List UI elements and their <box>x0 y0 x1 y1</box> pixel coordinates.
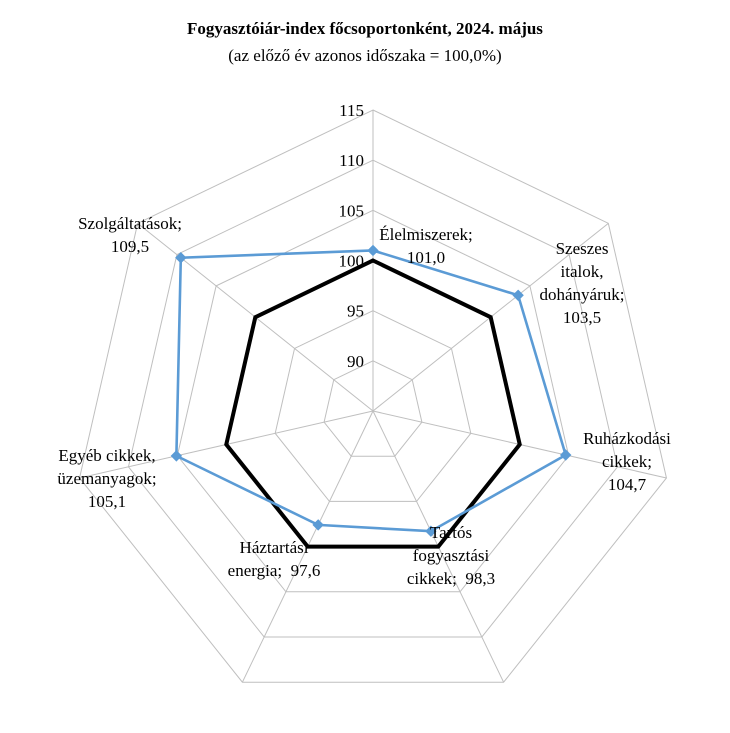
category-label-line: 105,1 <box>88 492 126 511</box>
category-label-line: Egyéb cikkek, <box>58 446 155 465</box>
reference-line-100 <box>224 258 522 549</box>
series-point <box>559 449 572 461</box>
category-label: Háztartási energia; 97,6 <box>228 538 321 580</box>
grid-ring-4 <box>127 159 619 638</box>
category-label-line: 101,0 <box>407 248 445 267</box>
category-label-line: energia; 97,6 <box>228 561 321 580</box>
series-point <box>312 519 324 531</box>
category-label-line: 103,5 <box>563 308 601 327</box>
grid-ring-1 <box>274 310 472 502</box>
series-point <box>512 289 524 301</box>
radar-tick-labels: 90 95 100 105 110 115 <box>339 101 365 371</box>
category-label-line: 104,7 <box>608 475 647 494</box>
series-point <box>425 525 437 537</box>
category-label-line: fogyasztási <box>413 546 490 565</box>
tick-label: 100 <box>339 252 365 271</box>
series-point <box>175 252 187 264</box>
category-label-line: italok, <box>561 262 604 281</box>
grid-ring-0 <box>323 360 423 457</box>
category-label-line: üzemanyagok; <box>57 469 156 488</box>
category-label-line: Tartós <box>430 523 472 542</box>
category-label: Szolgáltatások; 109,5 <box>78 214 182 256</box>
grid-ring-5 <box>79 109 667 683</box>
category-label-line: Szolgáltatások; <box>78 214 182 233</box>
series-line <box>175 249 568 533</box>
category-label: Ruházkodási cikkek; 104,7 <box>583 429 671 494</box>
category-label-line: Háztartási <box>240 538 309 557</box>
tick-label: 115 <box>339 101 364 120</box>
tick-label: 105 <box>339 201 365 220</box>
category-label-line: Ruházkodási <box>583 429 671 448</box>
radar-category-labels: Élelmiszerek; 101,0 Szeszes italok, dohányár… <box>57 214 671 588</box>
radar-series <box>170 244 572 549</box>
tick-label: 110 <box>339 151 364 170</box>
grid-ring-3 <box>176 209 570 593</box>
chart-subtitle: (az előző év azonos időszaka = 100,0%) <box>228 46 502 65</box>
category-label: Egyéb cikkek, üzemanyagok; 105,1 <box>57 446 156 511</box>
category-label-line: Élelmiszerek; <box>379 225 472 244</box>
tick-label: 95 <box>347 302 364 321</box>
category-label-line: Szeszes <box>556 239 609 258</box>
category-label-line: dohányáruk; <box>540 285 625 304</box>
category-label-line: cikkek; <box>602 452 652 471</box>
category-label-line: 109,5 <box>111 237 149 256</box>
series-point <box>170 450 183 462</box>
tick-label: 90 <box>347 352 364 371</box>
category-label: Szeszes italok, dohányáruk; 103,5 <box>540 239 625 327</box>
category-label-line: cikkek; 98,3 <box>407 569 495 588</box>
chart-title: Fogyasztóiár-index főcsoportonként, 2024… <box>187 19 543 38</box>
series-point <box>367 244 379 257</box>
category-label: Élelmiszerek; 101,0 <box>379 225 472 267</box>
category-label: Tartós fogyasztási cikkek; 98,3 <box>407 523 495 588</box>
radar-grid <box>79 109 667 683</box>
